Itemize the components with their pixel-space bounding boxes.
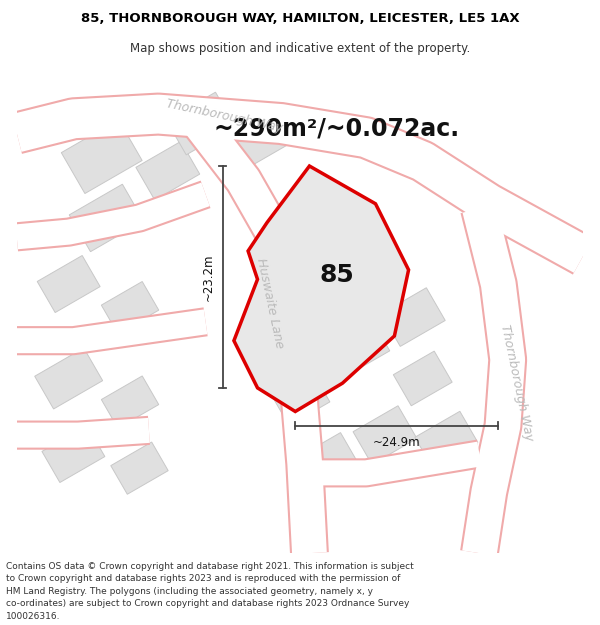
Bar xyxy=(239,314,305,377)
Bar xyxy=(323,314,390,377)
Text: ~23.2m: ~23.2m xyxy=(202,253,215,301)
Bar xyxy=(415,411,478,468)
Bar xyxy=(101,376,159,428)
Bar xyxy=(394,351,452,406)
Bar xyxy=(166,92,235,155)
Bar xyxy=(299,432,357,485)
Bar xyxy=(42,426,105,483)
Bar xyxy=(61,119,142,194)
Text: 85, THORNBOROUGH WAY, HAMILTON, LEICESTER, LE5 1AX: 85, THORNBOROUGH WAY, HAMILTON, LEICESTE… xyxy=(80,12,520,26)
Text: 85: 85 xyxy=(319,263,354,288)
Bar xyxy=(270,369,330,426)
Text: HM Land Registry. The polygons (including the associated geometry, namely x, y: HM Land Registry. The polygons (includin… xyxy=(6,587,373,596)
Bar xyxy=(230,108,294,167)
Text: co-ordinates) are subject to Crown copyright and database rights 2023 Ordnance S: co-ordinates) are subject to Crown copyr… xyxy=(6,599,409,609)
Bar xyxy=(37,256,100,312)
Text: Thornborough Way: Thornborough Way xyxy=(499,324,536,442)
Text: to Crown copyright and database rights 2023 and is reproduced with the permissio: to Crown copyright and database rights 2… xyxy=(6,574,400,583)
Text: Map shows position and indicative extent of the property.: Map shows position and indicative extent… xyxy=(130,42,470,55)
Text: Thornborough Way: Thornborough Way xyxy=(165,98,284,134)
Text: Huswaite Lane: Huswaite Lane xyxy=(254,257,286,349)
Text: Contains OS data © Crown copyright and database right 2021. This information is : Contains OS data © Crown copyright and d… xyxy=(6,562,414,571)
Bar xyxy=(101,281,159,334)
Bar xyxy=(382,288,445,346)
Bar xyxy=(136,141,200,200)
Text: ~290m²/~0.072ac.: ~290m²/~0.072ac. xyxy=(214,116,460,140)
Bar xyxy=(111,442,168,494)
Bar xyxy=(69,184,143,252)
Bar xyxy=(353,406,417,464)
Polygon shape xyxy=(234,166,409,411)
Bar xyxy=(35,348,103,409)
Text: 100026316.: 100026316. xyxy=(6,612,61,621)
Text: ~24.9m: ~24.9m xyxy=(373,436,421,449)
